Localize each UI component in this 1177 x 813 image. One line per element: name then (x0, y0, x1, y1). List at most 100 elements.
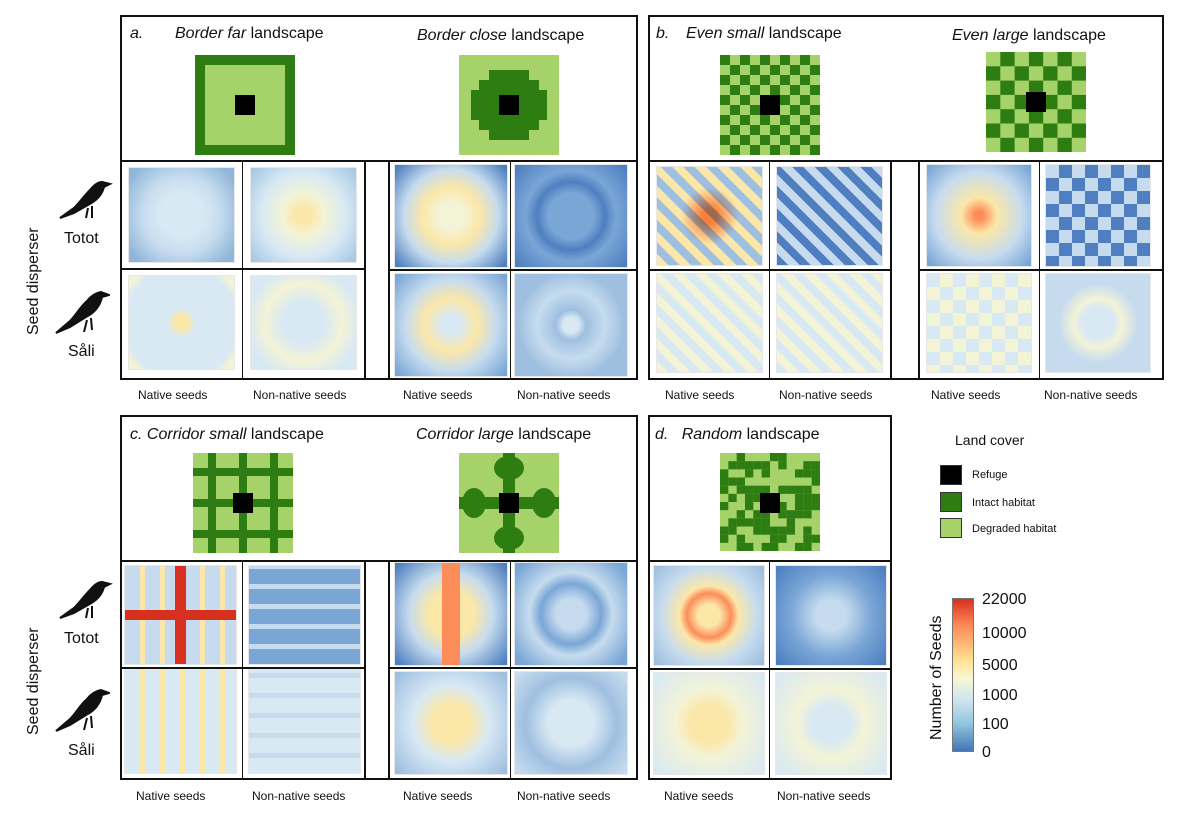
landscape-cell (760, 55, 770, 65)
landscape-cell (740, 115, 750, 125)
landscape-even-large (986, 52, 1086, 152)
landscape-cell (750, 145, 760, 155)
landscape-cell (730, 105, 740, 115)
landscape-cell (761, 518, 770, 527)
colorbar-tick: 1000 (982, 687, 1018, 704)
grid-line (364, 561, 366, 780)
landscape-cell (760, 75, 770, 85)
landscape-cell (1014, 66, 1029, 81)
caption-nonnative: Non-native seeds (252, 789, 346, 803)
landscape-cell (778, 510, 787, 519)
landscape-cell (1043, 66, 1058, 81)
panel-b-divider (648, 160, 1164, 162)
landscape-cell (730, 65, 740, 75)
heatmap-random-totot-nonnative (775, 565, 887, 666)
heatmap-even-small-totot-nonnative (776, 166, 883, 266)
bird-silhouette-icon (55, 688, 110, 732)
landscape-even-small (720, 55, 820, 155)
colorbar (952, 598, 974, 752)
heatmap-border-close-sali-nonnative (514, 273, 628, 377)
landscape-cell (760, 135, 770, 145)
legend-label-intact: Intact habitat (972, 497, 1035, 509)
heatmap-border-close-sali-native (394, 273, 508, 377)
landscape-cell (1057, 137, 1072, 152)
heatmap-corridor-large-totot-native (394, 562, 508, 666)
grid-line (769, 561, 770, 780)
landscape-border-far (195, 55, 295, 155)
panel-b (648, 15, 1164, 380)
landscape-cell (720, 477, 729, 486)
caption-nonnative: Non-native seeds (777, 789, 871, 803)
colorbar-tick: 22000 (982, 591, 1027, 608)
landscape-cell (728, 493, 737, 503)
landscape-cell (720, 526, 729, 535)
landscape-cell (1014, 94, 1029, 110)
landscape-cell (1014, 123, 1029, 138)
grid-line (120, 667, 365, 669)
caption-nonnative: Non-native seeds (1044, 388, 1138, 402)
landscape-cell (811, 461, 820, 470)
landscape-cell (744, 502, 754, 511)
landscape-cell (1000, 52, 1015, 67)
caption-nonnative: Non-native seeds (253, 388, 347, 402)
landscape-cell (760, 493, 780, 513)
landscape-cell (720, 55, 730, 65)
caption-native: Native seeds (136, 789, 206, 803)
landscape-cell (786, 526, 795, 535)
landscape-cell (736, 461, 745, 470)
landscape-cell (728, 477, 737, 486)
landscape-cell (740, 95, 750, 105)
heatmap-random-totot-native (653, 565, 765, 666)
landscape-cell (780, 95, 790, 105)
caption-nonnative: Non-native seeds (779, 388, 873, 402)
legend-swatch-degraded (940, 518, 962, 538)
heatmap-corridor-large-totot-nonnative (514, 562, 628, 666)
row-label-totot: Totot (64, 630, 99, 647)
caption-native: Native seeds (403, 388, 473, 402)
landscape-cell (750, 85, 760, 95)
panel-c-divider (120, 560, 638, 562)
landscape-cell (736, 534, 745, 543)
heatmap-corridor-small-sali-native (124, 669, 237, 774)
landscape-cell (750, 65, 760, 75)
landscape-cell (720, 115, 730, 125)
grid-line (510, 561, 511, 780)
row-label-totot: Totot (64, 230, 99, 247)
landscape-cell (728, 461, 737, 470)
landscape-cell (794, 502, 804, 511)
panel-c-left-title: c. Corridor small landscape (130, 426, 324, 443)
landscape-cell (803, 485, 812, 494)
landscape-cell (786, 510, 795, 519)
heatmap-corridor-small-totot-nonnative (248, 565, 361, 665)
landscape-cell (811, 502, 820, 511)
landscape-cell (770, 85, 780, 95)
legend-label-degraded: Degraded habitat (972, 523, 1057, 535)
landscape-cell (753, 461, 762, 470)
landscape-cell (770, 145, 780, 155)
panel-a-divider (120, 160, 638, 162)
landscape-cell (753, 526, 762, 535)
landscape-cell (760, 95, 780, 115)
landscape-cell (986, 94, 1001, 110)
heatmap-border-far-sali-nonnative (250, 275, 357, 370)
landscape-cell (720, 502, 729, 511)
landscape-cell (736, 510, 745, 519)
landscape-cell (720, 95, 730, 105)
landscape-cell (803, 510, 812, 519)
row-axis-label: Seed disperser (25, 627, 42, 735)
heatmap-even-large-totot-nonnative (1045, 164, 1151, 267)
panel-d (648, 415, 892, 780)
landscape-cell (744, 461, 754, 470)
landscape-cell (761, 526, 770, 535)
landscape-cell (803, 526, 812, 535)
landscape-cell (770, 65, 780, 75)
legend-title: Land cover (955, 432, 1025, 448)
landscape-cell (761, 510, 770, 519)
landscape-cell (769, 453, 779, 462)
landscape-cell (794, 485, 804, 494)
bird-silhouette-icon (59, 180, 113, 219)
panel-b-right-title: Even large landscape (952, 27, 1106, 44)
heatmap-border-far-totot-nonnative (250, 167, 357, 263)
landscape-cell (770, 125, 780, 135)
landscape-cell (778, 485, 787, 494)
